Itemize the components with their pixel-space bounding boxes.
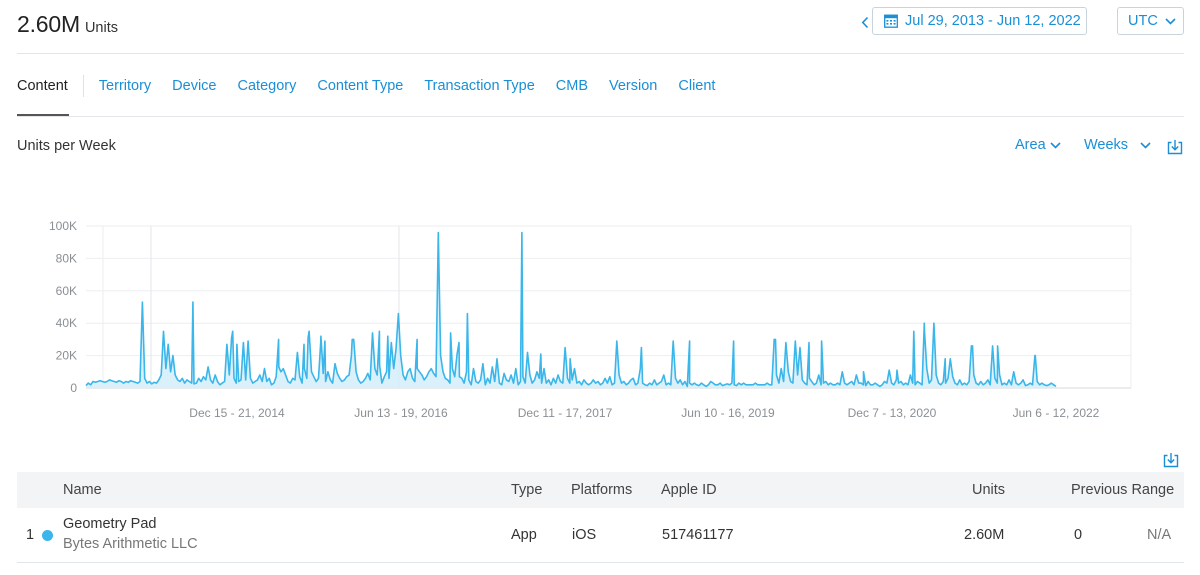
y-tick-label: 0 (70, 381, 77, 395)
tab-category[interactable]: Category (237, 78, 297, 94)
x-tick-label: Jun 10 - 16, 2019 (681, 406, 775, 420)
timezone-select[interactable]: UTC (1117, 7, 1184, 35)
y-tick-label: 20K (56, 349, 77, 363)
tab-client[interactable]: Client (678, 78, 716, 94)
tab-transaction-type[interactable]: Transaction Type (424, 78, 535, 94)
date-range-label: Jul 29, 2013 - Jun 12, 2022 (905, 13, 1081, 29)
dimension-tabs: Content Territory Device Category Conten… (17, 75, 736, 117)
date-range-picker[interactable]: Jul 29, 2013 - Jun 12, 2022 (872, 7, 1087, 35)
column-header-apple-id[interactable]: Apple ID (661, 482, 717, 498)
active-tab-indicator (17, 114, 69, 116)
tab-territory[interactable]: Territory (98, 78, 152, 94)
chevron-down-icon (1165, 17, 1176, 25)
chart-grid (86, 225, 1132, 389)
previous-range-button[interactable] (858, 11, 872, 33)
chevron-left-icon (861, 16, 869, 28)
column-header-type[interactable]: Type (511, 482, 543, 498)
tab-content[interactable]: Content (17, 78, 68, 94)
tab-version[interactable]: Version (609, 78, 658, 94)
row-units: 2.60M (964, 527, 1005, 543)
y-tick-label: 100K (49, 219, 77, 233)
row-previous-change: N/A (1147, 527, 1172, 543)
y-tick-label: 80K (56, 251, 77, 265)
series-line (85, 231, 1057, 388)
column-header-name[interactable]: Name (63, 482, 102, 498)
interval-label: Weeks (1084, 137, 1129, 153)
developer-name: Bytes Arithmetic LLC (63, 536, 198, 552)
table-header (17, 472, 1184, 508)
total-units-label: Units (84, 20, 118, 36)
x-tick-label: Dec 11 - 17, 2017 (518, 406, 613, 420)
y-tick-label: 40K (56, 316, 77, 330)
series-color-dot (42, 530, 53, 541)
row-rank: 1 (26, 527, 35, 543)
row-previous-units: 0 (1074, 527, 1083, 543)
header-divider (17, 53, 1184, 54)
total-units-value: 2.60M (17, 11, 80, 37)
x-tick-label: Jun 13 - 19, 2016 (354, 406, 448, 420)
total-summary: 2.60M Units (17, 11, 118, 38)
chart-download-icon[interactable] (1167, 139, 1183, 155)
tab-device[interactable]: Device (172, 78, 217, 94)
units-area-chart: 0 20K 40K 60K 80K 100K Dec 15 - 21, 2014 Jun 1… (49, 219, 1132, 420)
row-apple-id: 517461177 (662, 527, 734, 543)
app-name-link[interactable]: Geometry Pad (63, 516, 157, 532)
chart-series (85, 231, 1057, 388)
table-download-icon[interactable] (1163, 452, 1179, 468)
tabs-divider (17, 116, 1184, 117)
tab-cmb[interactable]: CMB (555, 78, 588, 94)
chart-type-label: Area (1015, 137, 1046, 153)
y-axis: 0 20K 40K 60K 80K 100K (49, 219, 77, 395)
x-axis: Dec 15 - 21, 2014 Jun 13 - 19, 2016 Dec 11… (189, 406, 1099, 420)
column-header-units[interactable]: Units (972, 482, 1006, 498)
y-tick-label: 60K (56, 284, 77, 298)
x-tick-label: Dec 7 - 13, 2020 (848, 406, 937, 420)
x-tick-label: Jun 6 - 12, 2022 (1013, 406, 1100, 420)
chart-type-dropdown[interactable]: Area (1015, 137, 1061, 153)
tab-content-type[interactable]: Content Type (317, 78, 404, 94)
row-platforms: iOS (572, 527, 597, 543)
x-tick-label: Dec 15 - 21, 2014 (189, 406, 285, 420)
timezone-label: UTC (1128, 13, 1158, 29)
column-header-platforms[interactable]: Platforms (571, 482, 633, 498)
row-type: App (511, 527, 537, 543)
chevron-down-icon (1050, 141, 1061, 149)
chevron-down-icon (1140, 141, 1151, 149)
tab-separator (82, 75, 84, 97)
column-header-previous-range[interactable]: Previous Range (1071, 482, 1175, 498)
chart-title: Units per Week (17, 138, 116, 154)
interval-dropdown[interactable]: Weeks (1084, 137, 1151, 153)
row-divider (17, 562, 1184, 563)
calendar-icon (884, 14, 898, 28)
